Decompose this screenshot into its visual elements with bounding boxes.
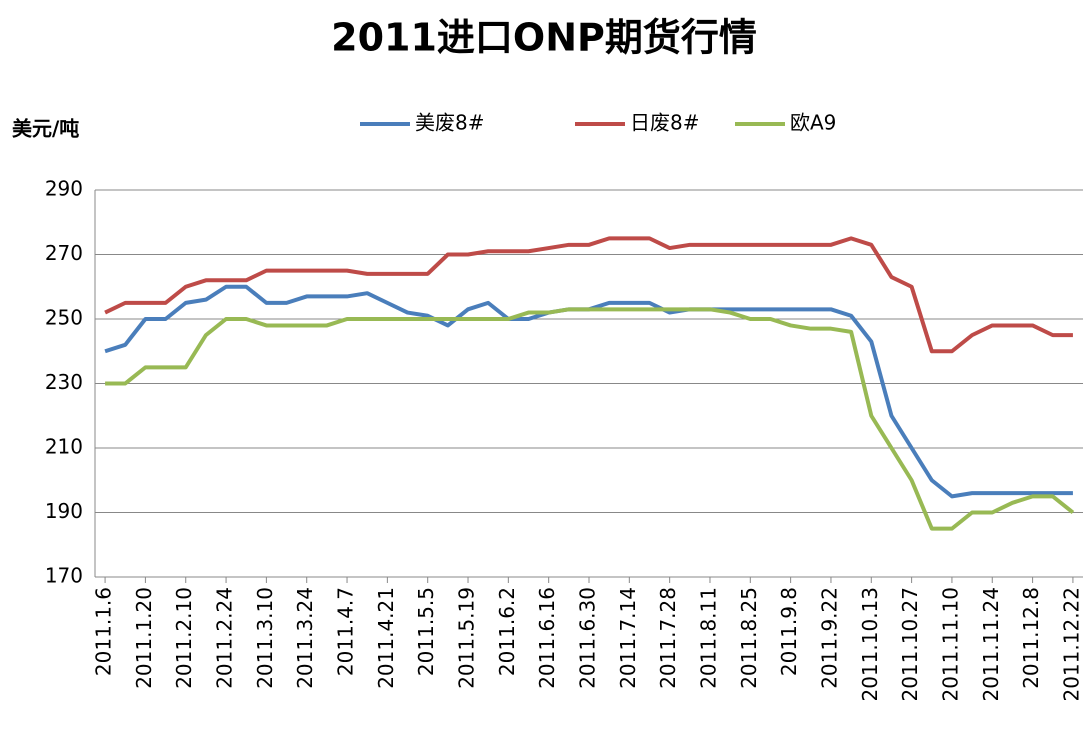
x-tick-label: 2011.3.24 [293, 587, 317, 689]
x-tick-label: 2011.3.10 [253, 587, 277, 689]
x-tick-label: 2011.9.22 [817, 587, 841, 689]
y-axis-label: 美元/吨 [12, 117, 79, 141]
x-tick-label: 2011.7.14 [616, 587, 640, 689]
x-tick-label: 2011.5.5 [414, 587, 438, 676]
legend-label: 欧A9 [790, 111, 836, 135]
x-tick-label: 2011.2.24 [213, 587, 237, 689]
y-tick-label: 210 [45, 435, 83, 459]
x-tick-label: 2011.5.19 [455, 587, 479, 689]
series-line [105, 307, 1075, 531]
x-tick-label: 2011.10.13 [858, 587, 882, 702]
legend-label: 美废8# [415, 111, 484, 135]
x-tick-label: 2011.4.21 [374, 587, 398, 689]
x-tick-label: 2011.1.20 [132, 587, 156, 689]
x-tick-label: 2011.6.2 [495, 587, 519, 676]
x-tick-label: 2011.10.27 [898, 587, 922, 702]
series-line [104, 236, 1073, 354]
y-tick-label: 270 [45, 241, 83, 265]
chart-title: 2011进口ONP期货行情 [331, 16, 757, 60]
x-tick-label: 2011.8.11 [696, 587, 720, 689]
x-tick-label: 2011.4.7 [334, 587, 358, 676]
y-tick-label: 230 [45, 370, 83, 394]
y-tick-label: 250 [45, 306, 83, 330]
x-tick-label: 2011.2.10 [172, 587, 196, 689]
x-tick-label: 2011.1.6 [92, 587, 116, 676]
y-tick-label: 170 [45, 564, 83, 588]
x-tick-label: 2011.6.16 [535, 587, 559, 689]
x-tick-label: 2011.11.10 [938, 587, 962, 702]
y-tick-label: 190 [45, 499, 83, 523]
x-tick-label: 2011.8.25 [737, 587, 761, 689]
x-tick-label: 2011.12.8 [1019, 587, 1043, 689]
x-tick-label: 2011.9.8 [777, 587, 801, 676]
legend-label: 日废8# [630, 111, 699, 135]
y-tick-label: 290 [45, 177, 83, 201]
x-tick-label: 2011.6.30 [576, 587, 600, 689]
x-tick-label: 2011.7.28 [656, 587, 680, 689]
x-tick-label: 2011.12.22 [1059, 587, 1083, 702]
x-tick-label: 2011.11.24 [979, 587, 1003, 702]
